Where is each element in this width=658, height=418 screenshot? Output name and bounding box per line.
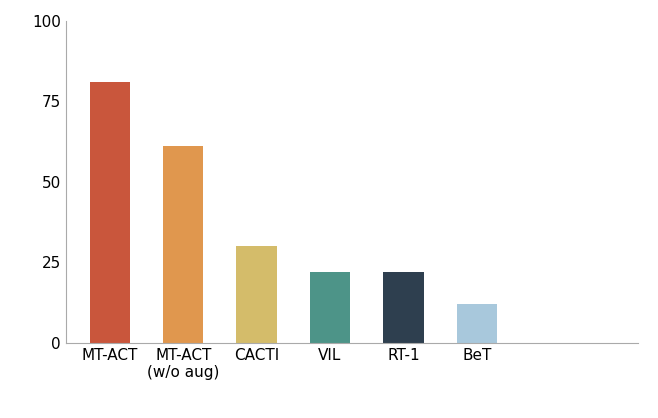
Bar — [163, 146, 203, 343]
Bar — [89, 82, 130, 343]
Bar — [457, 304, 497, 343]
Bar — [236, 246, 277, 343]
Bar — [310, 272, 350, 343]
Bar — [383, 272, 424, 343]
